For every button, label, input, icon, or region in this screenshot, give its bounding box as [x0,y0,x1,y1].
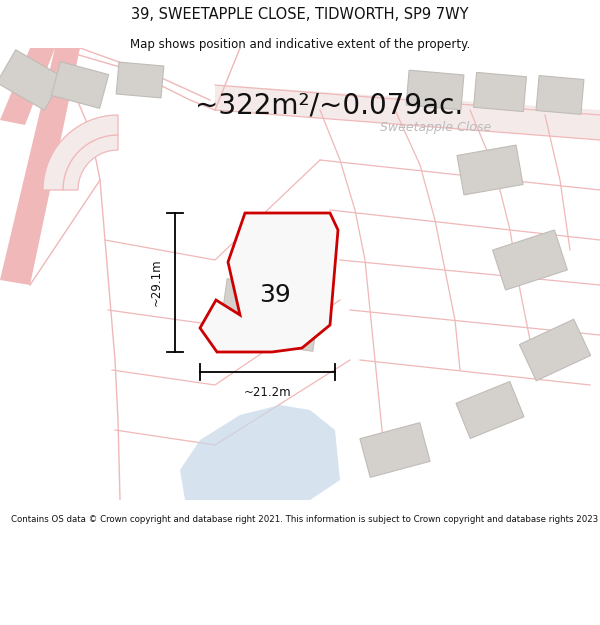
Bar [219,279,321,351]
Polygon shape [43,115,118,190]
Polygon shape [200,213,338,352]
Text: ~322m²/~0.079ac.: ~322m²/~0.079ac. [195,91,463,119]
Polygon shape [0,48,55,125]
Bar [473,72,526,112]
Text: ~29.1m: ~29.1m [150,259,163,306]
Bar [520,319,590,381]
Bar [536,76,584,114]
Bar [456,381,524,439]
Bar [0,50,64,110]
Polygon shape [0,48,80,285]
Polygon shape [215,85,600,140]
Bar [360,422,430,478]
Text: Contains OS data © Crown copyright and database right 2021. This information is : Contains OS data © Crown copyright and d… [11,515,600,524]
Bar [493,230,568,290]
Polygon shape [180,405,340,500]
Bar [116,62,164,98]
Text: 39, SWEETAPPLE CLOSE, TIDWORTH, SP9 7WY: 39, SWEETAPPLE CLOSE, TIDWORTH, SP9 7WY [131,8,469,22]
Text: Map shows position and indicative extent of the property.: Map shows position and indicative extent… [130,38,470,51]
Text: 39: 39 [259,283,291,307]
Bar [406,70,464,110]
Text: ~21.2m: ~21.2m [244,386,292,399]
Bar [457,145,523,195]
Text: Sweetapple Close: Sweetapple Close [380,121,491,134]
Bar [52,62,109,108]
